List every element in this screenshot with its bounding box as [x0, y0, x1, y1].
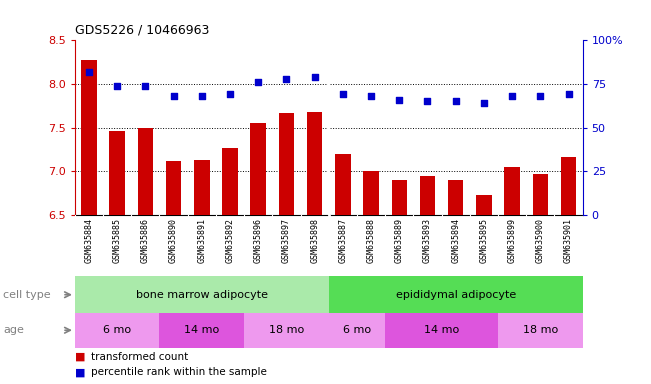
Text: cell type: cell type [3, 290, 51, 300]
Point [309, 74, 320, 80]
Bar [561, 157, 576, 215]
Text: epididymal adipocyte: epididymal adipocyte [396, 290, 516, 300]
Text: GSM635893: GSM635893 [423, 218, 432, 263]
Text: age: age [3, 325, 24, 335]
Bar [194, 160, 210, 215]
Text: GSM635884: GSM635884 [85, 218, 94, 263]
Bar [244, 313, 329, 348]
Bar [329, 313, 385, 348]
Point [563, 91, 574, 98]
Point [112, 83, 122, 89]
Point [140, 83, 150, 89]
Bar [279, 113, 294, 215]
Bar [385, 313, 498, 348]
Point [422, 98, 433, 104]
Bar [137, 127, 153, 215]
Bar [159, 313, 244, 348]
Text: 6 mo: 6 mo [343, 325, 371, 335]
Bar [498, 313, 583, 348]
Text: GSM635895: GSM635895 [479, 218, 488, 263]
Point [225, 91, 235, 98]
Text: 14 mo: 14 mo [424, 325, 459, 335]
Bar [420, 176, 436, 215]
Text: GSM635891: GSM635891 [197, 218, 206, 263]
Text: GDS5226 / 10466963: GDS5226 / 10466963 [75, 23, 209, 36]
Text: 6 mo: 6 mo [103, 325, 132, 335]
Point [169, 93, 179, 99]
Point [478, 100, 489, 106]
Bar [476, 195, 492, 215]
Bar [166, 161, 182, 215]
Bar [222, 148, 238, 215]
Text: 18 mo: 18 mo [523, 325, 558, 335]
Text: GSM635898: GSM635898 [310, 218, 319, 263]
Point [366, 93, 376, 99]
Point [535, 93, 546, 99]
Point [338, 91, 348, 98]
Text: GSM635896: GSM635896 [254, 218, 263, 263]
Point [394, 97, 404, 103]
Text: GSM635890: GSM635890 [169, 218, 178, 263]
Point [197, 93, 207, 99]
Text: GSM635900: GSM635900 [536, 218, 545, 263]
Bar [75, 276, 329, 313]
Text: ■: ■ [75, 352, 85, 362]
Bar [448, 180, 464, 215]
Bar [307, 112, 322, 215]
Text: GSM635888: GSM635888 [367, 218, 376, 263]
Bar [533, 174, 548, 215]
Text: GSM635887: GSM635887 [339, 218, 348, 263]
Point [281, 76, 292, 82]
Text: GSM635894: GSM635894 [451, 218, 460, 263]
Text: GSM635892: GSM635892 [225, 218, 234, 263]
Bar [251, 123, 266, 215]
Point [507, 93, 518, 99]
Bar [75, 313, 159, 348]
Text: 14 mo: 14 mo [184, 325, 219, 335]
Bar [335, 154, 351, 215]
Text: transformed count: transformed count [91, 352, 188, 362]
Point [253, 79, 264, 85]
Bar [109, 131, 125, 215]
Bar [505, 167, 520, 215]
Point [84, 69, 94, 75]
Text: GSM635885: GSM635885 [113, 218, 122, 263]
Text: GSM635889: GSM635889 [395, 218, 404, 263]
Text: GSM635886: GSM635886 [141, 218, 150, 263]
Text: ■: ■ [75, 367, 85, 377]
Point [450, 98, 461, 104]
Bar [329, 276, 583, 313]
Text: 18 mo: 18 mo [269, 325, 304, 335]
Text: GSM635901: GSM635901 [564, 218, 573, 263]
Text: GSM635899: GSM635899 [508, 218, 517, 263]
Text: percentile rank within the sample: percentile rank within the sample [91, 367, 267, 377]
Bar [363, 171, 379, 215]
Bar [81, 60, 97, 215]
Bar [391, 180, 407, 215]
Text: GSM635897: GSM635897 [282, 218, 291, 263]
Text: bone marrow adipocyte: bone marrow adipocyte [136, 290, 268, 300]
